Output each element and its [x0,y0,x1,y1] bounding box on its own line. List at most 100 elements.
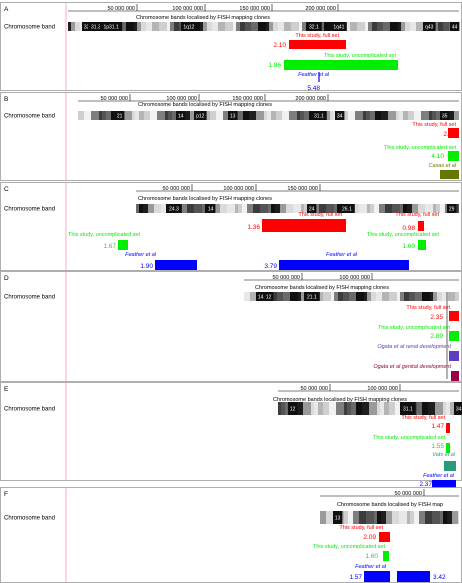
labelled-band [339,204,355,213]
ideogram-band [435,402,443,415]
ideogram-band [320,511,326,524]
ideogram-band [250,292,257,301]
ideogram-band [183,111,190,120]
ideogram-band [91,111,99,120]
track-label: Feather et al [423,473,455,479]
band-label: 32.1 [309,25,319,31]
ideogram-band [390,22,398,31]
labelled-band [206,204,216,213]
ideogram-band [362,402,369,415]
ideogram-band [429,111,432,120]
linkage-interval-bar [448,151,459,161]
ideogram-band [366,111,370,120]
ideogram-band [399,111,403,120]
ideogram-band [135,111,139,120]
ideogram-band [344,402,347,415]
ideogram-band [269,22,273,31]
panel-letter: B [4,96,8,103]
ideogram-band [281,402,285,415]
ideogram-band [338,292,343,301]
ideogram-band [440,511,443,524]
ideogram-band [78,111,84,120]
ideogram-band [341,511,344,524]
labelled-band [311,111,327,120]
ideogram-band [99,111,102,120]
band-label: 31.3 [91,25,101,31]
track-label: Feather et al [326,252,358,258]
band-track-label: Chromosome band [4,207,55,213]
track-label: This study, full set [395,212,439,218]
ideogram-band [383,22,390,31]
lod-value: 2.09 [363,534,376,541]
bands-title: Chromosome bands localised by FISH mappi… [255,285,389,291]
ideogram-band [301,204,304,213]
labelled-band [176,111,186,120]
band-label: q43 [425,25,434,31]
labelled-band [306,22,322,31]
linkage-interval-bar [440,170,459,179]
ideogram-band [323,402,329,415]
ideogram-band [343,292,349,301]
ideogram-band [359,204,367,213]
ideogram-band [350,22,357,31]
ideogram-band [216,111,223,120]
ideogram-band [161,204,169,213]
track-label: This study, full set [339,525,383,531]
ideogram-band [148,204,154,213]
ideogram-band [302,22,306,31]
linkage-interval-bar [432,480,456,490]
lod-value: 2.37 [419,481,432,488]
ideogram-band [425,511,432,524]
ideogram-band [225,22,233,31]
band-label: 12 [266,295,272,301]
ideogram-band [366,511,374,524]
ideogram-band [314,402,318,415]
linkage-interval-bar [418,221,424,231]
ideogram-band [132,111,135,120]
bands-title: Chromosome bands localised by FISH mappi… [138,196,272,202]
labelled-band [335,111,345,120]
ideogram-band [359,511,366,524]
ideogram-band [144,111,150,120]
ideogram-band [447,511,452,524]
linkage-interval-bar [448,128,459,138]
lod-value: 1.60 [402,243,415,250]
ideogram-band [284,22,291,31]
ideogram-band [369,402,377,415]
ideogram-band [446,402,450,415]
ideogram-band [404,292,409,301]
ideogram-band [223,111,231,120]
band-label: 44 [452,25,458,31]
ideogram-band [298,292,301,301]
ideogram-band [442,292,448,301]
lod-value: 2.35 [430,314,443,321]
panel-f: F Chromosome band 50 000 000 Chromosome ban… [0,487,462,583]
band-label: 1q12 [183,25,194,31]
ideogram-band [297,111,300,120]
ideogram-band [286,204,293,213]
panel-c: C Chromosome band 50 000 000 100 000 000 150… [0,182,462,271]
ideogram-band [348,111,355,120]
ideogram-band [363,111,366,120]
ideogram-band [212,22,218,31]
ideogram-band [272,292,277,301]
ideogram-band [251,22,258,31]
track-label: Vats et al [432,452,456,458]
ideogram-band [170,22,174,31]
ideogram-band [395,402,402,415]
ideogram-band [448,292,455,301]
panel-d: D Chromosome band 50 000 000 100 000 000 Chr… [0,271,462,382]
axis-tick-label: 50 000 000 [300,386,328,392]
ideogram-band [245,22,251,31]
track-label: Ogata et al genital development [373,364,451,370]
band-label: 24 [309,207,315,213]
ideogram-band [407,204,412,213]
ideogram-band [381,111,388,120]
ideogram-band [253,204,260,213]
axis-tick-label: 50 000 000 [100,96,128,102]
ideogram-band [326,511,333,524]
ideogram-band [111,111,117,120]
panel-border [0,92,462,181]
labelled-band [331,22,347,31]
ideogram-band [75,22,80,31]
